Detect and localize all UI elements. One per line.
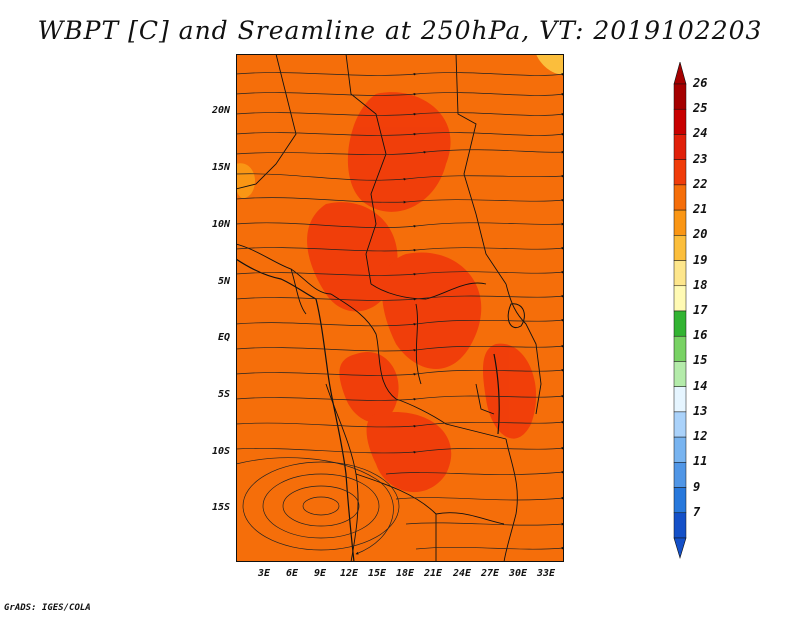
colorbar-label: 22 bbox=[693, 176, 708, 191]
streamlines bbox=[236, 72, 564, 550]
lon-label-15e: 15E bbox=[367, 568, 387, 579]
lat-label-10n: 10N bbox=[211, 219, 230, 230]
lon-label-30e: 30E bbox=[508, 568, 528, 579]
lon-label-24e: 24E bbox=[452, 568, 472, 579]
lon-label-12e: 12E bbox=[339, 568, 359, 579]
colorbar-swatch bbox=[673, 310, 687, 337]
colorbar-swatch bbox=[673, 487, 687, 514]
colorbar-swatch bbox=[673, 512, 687, 539]
wbpt-hot-corner bbox=[536, 54, 564, 75]
vortex-streamlines bbox=[236, 457, 400, 555]
chart-title: WBPT [C] and Sreamline at 250hPa, VT: 20… bbox=[37, 16, 763, 45]
colorbar-swatch bbox=[673, 134, 687, 160]
colorbar-label: 20 bbox=[693, 227, 708, 242]
lat-label-15n: 15N bbox=[211, 162, 230, 173]
coastline bbox=[236, 258, 355, 562]
colorbar-label: 15 bbox=[693, 353, 708, 368]
colorbar-bottom-arrow bbox=[673, 537, 687, 560]
colorbar-label: 7 bbox=[693, 504, 701, 519]
colorbar-label: 11 bbox=[693, 454, 708, 469]
colorbar-label: 14 bbox=[693, 378, 708, 393]
colorbar-label: 24 bbox=[693, 126, 708, 141]
map-panel bbox=[236, 54, 564, 562]
colorbar-label: 26 bbox=[693, 76, 708, 90]
lon-label-18e: 18E bbox=[395, 568, 415, 579]
colorbar-swatch bbox=[673, 159, 687, 186]
colorbar-swatch bbox=[673, 209, 687, 236]
colorbar-label: 25 bbox=[693, 101, 708, 116]
colorbar-label: 23 bbox=[693, 151, 708, 166]
lon-label-33e: 33E bbox=[536, 568, 556, 579]
colorbar-swatch bbox=[673, 386, 687, 413]
colorbar-swatch bbox=[673, 108, 687, 135]
lon-label-6e: 6E bbox=[285, 568, 299, 579]
colorbar-swatch bbox=[673, 411, 687, 438]
lon-label-9e: 9E bbox=[313, 568, 327, 579]
lat-label-5s: 5S bbox=[217, 389, 230, 400]
colorbar bbox=[673, 62, 687, 560]
lat-label-20n: 20N bbox=[211, 105, 230, 116]
colorbar-label: 12 bbox=[693, 429, 708, 444]
lat-label-15s: 15S bbox=[211, 502, 230, 513]
colorbar-swatch bbox=[673, 83, 687, 110]
lon-label-27e: 27E bbox=[480, 568, 500, 579]
lon-label-21e: 21E bbox=[423, 568, 443, 579]
colorbar-swatch bbox=[673, 462, 687, 488]
colorbar-label: 19 bbox=[693, 252, 708, 267]
colorbar-label: 17 bbox=[693, 303, 708, 317]
colorbar-swatch bbox=[673, 285, 687, 312]
colorbar-label: 21 bbox=[693, 202, 708, 217]
lon-label-3e: 3E bbox=[257, 568, 271, 579]
colorbar-label: 13 bbox=[693, 403, 708, 418]
map-frame bbox=[236, 54, 564, 562]
colorbar-label: 16 bbox=[693, 328, 708, 343]
colorbar-swatch bbox=[673, 184, 687, 211]
lake-victoria bbox=[507, 303, 525, 328]
colorbar-swatch bbox=[673, 436, 687, 463]
colorbar-swatch bbox=[673, 335, 687, 362]
wbpt-warm-patches bbox=[307, 92, 537, 493]
colorbar-swatch bbox=[673, 361, 687, 387]
lat-label-10s: 10S bbox=[211, 446, 230, 457]
colorbar-label: 9 bbox=[693, 479, 701, 494]
colorbar-label: 18 bbox=[693, 277, 708, 292]
grads-credit: GrADS: IGES/COLA bbox=[4, 603, 91, 613]
wbpt-cool-patch bbox=[236, 163, 256, 199]
lat-label-5n: 5N bbox=[217, 276, 230, 287]
colorbar-swatch bbox=[673, 260, 687, 287]
colorbar-top-arrow bbox=[673, 62, 687, 85]
colorbar-swatch bbox=[673, 235, 687, 261]
lat-label-eq: EQ bbox=[217, 332, 230, 343]
